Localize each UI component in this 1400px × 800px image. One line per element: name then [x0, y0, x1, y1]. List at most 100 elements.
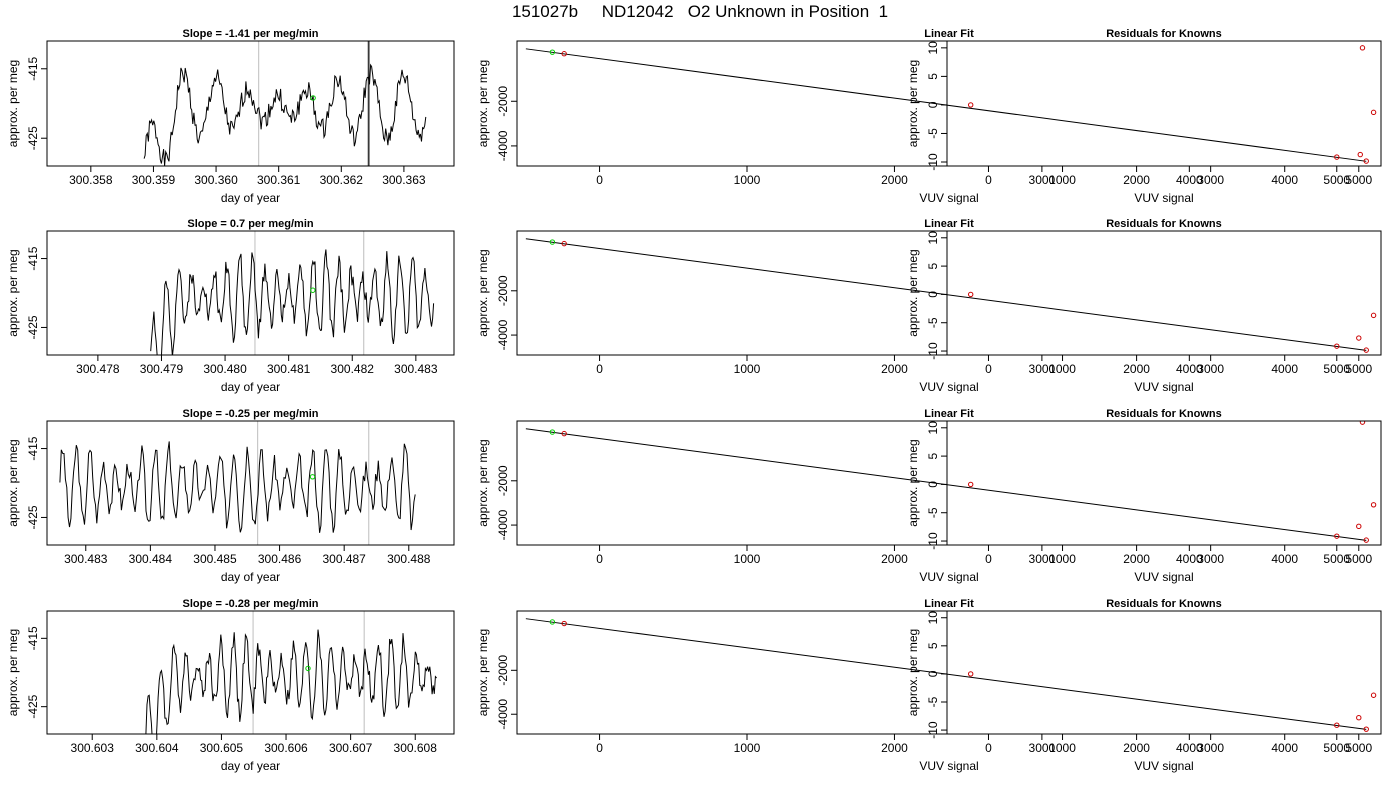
panel-2-1-plot-area — [150, 231, 435, 355]
x-tick-label: 0 — [596, 552, 603, 566]
x-tick-label: 300.482 — [331, 362, 375, 376]
panel-4-2-xlabel: VUV signal — [919, 759, 978, 773]
x-tick-label: 3000 — [1197, 552, 1224, 566]
x-tick-label: 1000 — [734, 552, 761, 566]
unknown-point — [549, 619, 556, 625]
panel-2-2-ylabel: approx. per meg — [476, 249, 490, 336]
panel-3-3-frame — [946, 420, 1382, 546]
panel-1-2-title: Linear Fit — [924, 28, 974, 40]
known-point — [561, 620, 567, 627]
panel-1-1-xlabel: day of year — [221, 191, 280, 205]
panel-2-1-title: Slope = 0.7 per meg/min — [187, 218, 314, 230]
x-tick-label: 300.483 — [394, 362, 438, 376]
residual-point — [1370, 502, 1377, 508]
x-tick-label: 1000 — [734, 362, 761, 376]
x-tick-label: 300.362 — [320, 173, 364, 187]
x-tick-label: 2000 — [881, 741, 908, 755]
x-tick-label: 300.481 — [267, 362, 311, 376]
x-tick-label: 300.478 — [76, 362, 120, 376]
panel-1-1-frame — [46, 40, 455, 167]
x-tick-label: 300.487 — [322, 552, 366, 566]
residual-point — [1370, 312, 1377, 319]
y-tick-label: -5 — [926, 507, 940, 518]
panel-4-3-plot-area — [967, 671, 1377, 721]
x-tick-label: 4000 — [1176, 173, 1203, 187]
trace-line — [145, 629, 437, 734]
y-tick-label: -10 — [926, 721, 940, 739]
panel-3-2-frame — [516, 420, 1382, 546]
residual-point — [1356, 715, 1362, 721]
panel-2-1-xlabel: day of year — [221, 380, 280, 394]
panel-3-3-xlabel: VUV signal — [1134, 570, 1193, 584]
panel-3-1-frame — [46, 420, 455, 546]
x-tick-label: 1000 — [734, 173, 761, 187]
x-tick-label: 1000 — [1049, 362, 1076, 376]
x-tick-label: 300.603 — [71, 741, 115, 755]
panel-1-3-ylabel: approx. per meg — [906, 60, 920, 147]
x-tick-label: 3000 — [1197, 362, 1224, 376]
panel-4-1-ylabel: approx. per meg — [6, 629, 20, 716]
x-tick-label: 0 — [985, 362, 992, 376]
y-tick-label: -425 — [26, 505, 40, 529]
known-point — [1363, 158, 1369, 164]
x-tick-label: 3000 — [1029, 741, 1056, 755]
x-tick-label: 300.480 — [203, 362, 247, 376]
known-point — [1363, 537, 1369, 543]
x-tick-label: 0 — [985, 552, 992, 566]
residual-point — [1359, 421, 1366, 425]
trace-line — [59, 441, 416, 533]
residual-point — [1359, 45, 1366, 51]
x-tick-label: 3000 — [1029, 362, 1056, 376]
panel-4-2-title: Linear Fit — [924, 598, 974, 610]
y-tick-label: 10 — [926, 41, 940, 55]
unknown-point — [309, 474, 316, 480]
x-tick-label: 0 — [596, 173, 603, 187]
residual-point — [1370, 692, 1377, 698]
x-tick-label: 300.488 — [387, 552, 431, 566]
panel-3-2-xlabel: VUV signal — [919, 570, 978, 584]
panel-1-3-title: Residuals for Knowns — [1106, 28, 1222, 40]
panel-3-3-title: Residuals for Knowns — [1106, 408, 1222, 420]
x-tick-label: 0 — [985, 173, 992, 187]
x-tick-label: 4000 — [1271, 362, 1298, 376]
x-tick-label: 300.359 — [132, 173, 176, 187]
x-tick-label: 5000 — [1345, 552, 1372, 566]
x-tick-label: 1000 — [1049, 741, 1076, 755]
y-tick-label: -415 — [26, 626, 40, 650]
x-tick-label: 1000 — [1049, 552, 1076, 566]
panel-4-1-frame — [46, 610, 455, 735]
x-tick-label: 300.605 — [200, 741, 244, 755]
unknown-point — [549, 429, 556, 435]
panel-2-3-frame — [946, 230, 1382, 356]
panel-2-2-xlabel: VUV signal — [919, 380, 978, 394]
x-tick-label: 5000 — [1323, 362, 1350, 376]
panel-2-2-frame — [516, 230, 1382, 356]
y-tick-label: 5 — [926, 642, 940, 649]
y-tick-label: -5 — [926, 696, 940, 707]
y-tick-label: 5 — [926, 262, 940, 269]
y-tick-label: 10 — [926, 611, 940, 625]
panel-3-1-xlabel: day of year — [221, 570, 280, 584]
x-tick-label: 5000 — [1345, 173, 1372, 187]
x-tick-label: 2000 — [881, 362, 908, 376]
residual-point — [1356, 335, 1362, 341]
panel-4-2-frame — [516, 610, 1382, 735]
x-tick-label: 2000 — [1123, 741, 1150, 755]
x-tick-label: 300.361 — [257, 173, 301, 187]
x-tick-label: 300.606 — [264, 741, 308, 755]
unknown-point — [305, 665, 311, 672]
y-tick-label: -425 — [26, 694, 40, 718]
x-tick-label: 300.363 — [382, 173, 426, 187]
y-tick-label: -415 — [26, 56, 40, 80]
x-tick-label: 300.607 — [329, 741, 373, 755]
y-tick-label: -415 — [26, 246, 40, 270]
panel-4-3-title: Residuals for Knowns — [1106, 598, 1222, 610]
x-tick-label: 300.479 — [140, 362, 184, 376]
panel-3-3-ylabel: approx. per meg — [906, 439, 920, 526]
y-tick-label: 10 — [926, 421, 940, 435]
panel-3-1-title: Slope = -0.25 per meg/min — [182, 408, 318, 420]
x-tick-label: 0 — [596, 362, 603, 376]
x-tick-label: 2000 — [1123, 362, 1150, 376]
panel-4-3-xlabel: VUV signal — [1134, 759, 1193, 773]
y-tick-label: -10 — [926, 153, 940, 171]
